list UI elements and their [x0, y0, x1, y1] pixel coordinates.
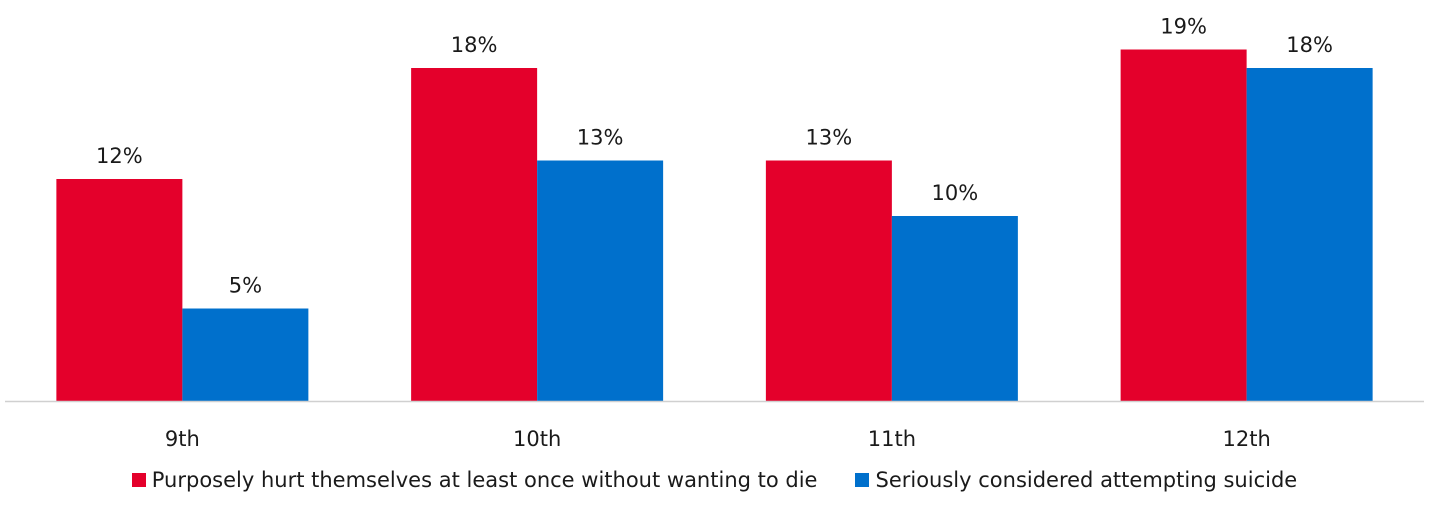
bar-10th-series-1 — [411, 68, 538, 401]
value-label-11th-series-1: 13% — [806, 126, 853, 150]
legend-label-suicide-consideration: Seriously considered attempting suicide — [875, 468, 1298, 492]
bar-chart: 12% 5% 18% 13% 13% 10% 19% 18% 9th 10th 11th 12th — [5, 15, 1424, 451]
legend-swatch-suicide-consideration — [855, 473, 870, 487]
bar-9th-series-1 — [56, 179, 183, 401]
category-label-11th: 11th — [868, 427, 916, 451]
category-label-10th: 10th — [513, 427, 561, 451]
value-label-12th-series-2: 18% — [1286, 33, 1333, 57]
bars-group — [56, 49, 1373, 401]
legend: Purposely hurt themselves at least once … — [0, 468, 1429, 492]
category-label-12th: 12th — [1222, 427, 1270, 451]
bar-11th-series-1 — [765, 160, 892, 401]
value-labels-group: 12% 5% 18% 13% 13% 10% 19% 18% — [96, 15, 1333, 298]
value-label-10th-series-1: 18% — [451, 33, 498, 57]
value-label-9th-series-1: 12% — [96, 144, 143, 168]
value-label-12th-series-1: 19% — [1160, 15, 1207, 39]
bar-12th-series-1 — [1120, 49, 1247, 401]
value-label-11th-series-2: 10% — [932, 181, 979, 205]
value-label-10th-series-2: 13% — [577, 126, 624, 150]
category-label-9th: 9th — [165, 427, 200, 451]
legend-swatch-self-harm — [131, 473, 146, 487]
bar-12th-series-2 — [1246, 68, 1373, 401]
bar-9th-series-2 — [182, 308, 309, 401]
category-labels-group: 9th 10th 11th 12th — [165, 427, 1271, 451]
bar-10th-series-2 — [537, 160, 664, 401]
legend-label-self-harm: Purposely hurt themselves at least once … — [151, 468, 818, 492]
legend-item-self-harm: Purposely hurt themselves at least once … — [131, 468, 818, 492]
value-label-9th-series-2: 5% — [229, 274, 262, 298]
bar-11th-series-2 — [891, 216, 1018, 401]
legend-item-suicide-consideration: Seriously considered attempting suicide — [855, 468, 1297, 492]
